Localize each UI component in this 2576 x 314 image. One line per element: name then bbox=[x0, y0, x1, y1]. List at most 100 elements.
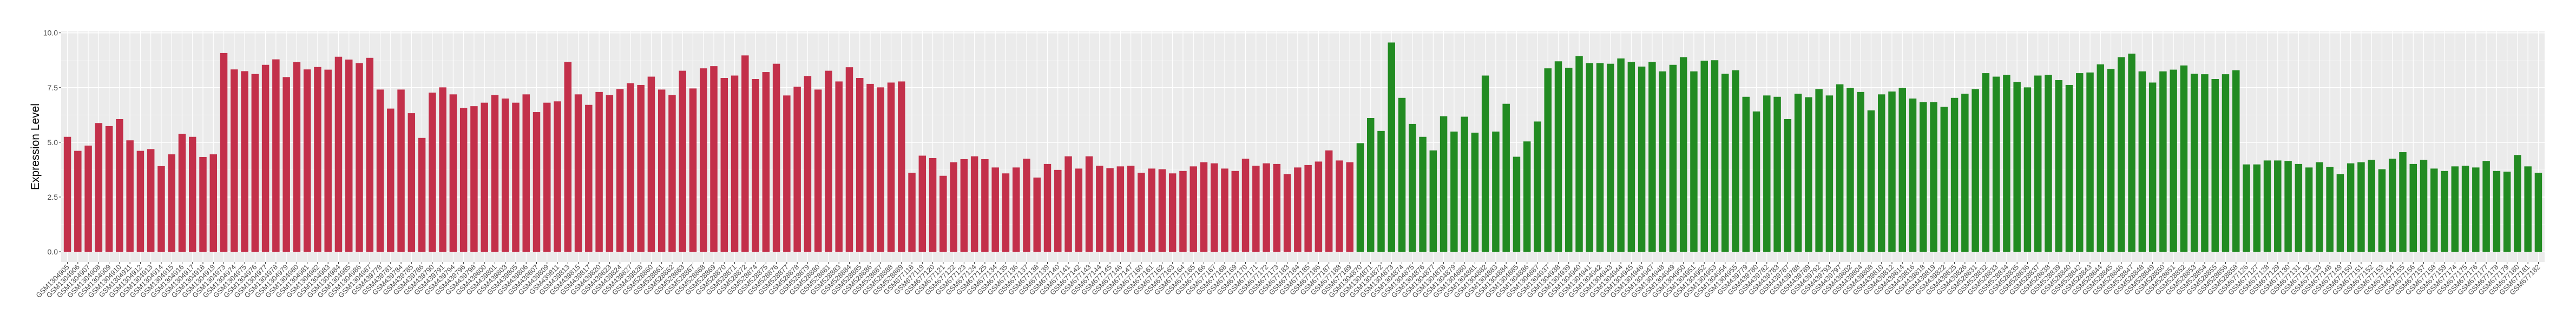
bar-GSM1304881 bbox=[1471, 133, 1479, 252]
y-tick-label: 0.0 bbox=[48, 247, 58, 256]
bar-GSM528852 bbox=[2180, 65, 2188, 252]
bar-GSM439798 bbox=[470, 106, 478, 252]
bar-GSM1304917 bbox=[189, 136, 196, 252]
bar-GSM439802 bbox=[1846, 88, 1854, 252]
bar-GSM528836 bbox=[2023, 87, 2032, 252]
bar-GSM439782 bbox=[1763, 95, 1771, 252]
bar-GSM528838 bbox=[2045, 75, 2052, 252]
y-tick-label: 10.0 bbox=[43, 29, 58, 37]
bar-GSM677123 bbox=[960, 159, 968, 252]
bar-GSM439778 bbox=[376, 89, 384, 252]
bar-GSM1304943 bbox=[1607, 63, 1614, 252]
bar-GSM1304915 bbox=[168, 154, 175, 252]
bar-GSM677151 bbox=[2357, 162, 2365, 252]
bar-GSM439797 bbox=[1836, 84, 1844, 252]
bar-GSM528880 bbox=[814, 89, 822, 252]
bar-GSM528856 bbox=[2222, 74, 2230, 252]
bar-GSM528832 bbox=[1982, 73, 1990, 252]
bar-GSM528842 bbox=[2076, 73, 2084, 252]
bar-GSM677130 bbox=[2284, 161, 2292, 252]
bar-GSM1304887 bbox=[1534, 121, 1541, 252]
bar-GSM677124 bbox=[970, 156, 978, 252]
bar-GSM1304947 bbox=[1648, 62, 1656, 252]
bar-GSM528847 bbox=[2128, 54, 2135, 252]
bar-GSM677183 bbox=[1283, 174, 1291, 252]
bar-GSM1304906 bbox=[74, 151, 82, 252]
bar-GSM677147 bbox=[1127, 166, 1135, 252]
bar-GSM677121 bbox=[939, 175, 947, 252]
bar-GSM1304911 bbox=[126, 140, 134, 252]
bar-GSM439800 bbox=[481, 102, 488, 252]
bar-GSM528858 bbox=[2232, 70, 2240, 252]
bar-GSM1304938 bbox=[1554, 61, 1562, 252]
bar-GSM528878 bbox=[793, 87, 801, 252]
bar-GSM1304950 bbox=[1679, 57, 1687, 252]
bar-GSM439808 bbox=[1867, 110, 1875, 252]
bar-GSM528855 bbox=[2211, 79, 2219, 252]
bar-GSM1304978 bbox=[272, 59, 280, 252]
bar-GSM677142 bbox=[1075, 168, 1083, 252]
bar-GSM439801 bbox=[491, 95, 499, 252]
bar-GSM677118 bbox=[908, 173, 916, 252]
bar-GSM677177 bbox=[2482, 161, 2490, 252]
bar-GSM677178 bbox=[2493, 171, 2501, 252]
bar-GSM528831 bbox=[1972, 89, 1979, 252]
y-axis: 0.0 2.5 5.0 7.5 10.0 bbox=[43, 29, 61, 256]
bar-GSM528885 bbox=[856, 77, 864, 252]
bar-GSM1304909 bbox=[105, 126, 113, 252]
bar-GSM439783 bbox=[1773, 96, 1781, 252]
bar-GSM1304912 bbox=[136, 151, 144, 252]
bars bbox=[63, 42, 2542, 252]
bar-GSM528884 bbox=[845, 67, 853, 252]
bar-GSM439818 bbox=[1920, 102, 1927, 252]
bar-GSM677167 bbox=[1211, 163, 1218, 252]
bar-GSM677185 bbox=[1304, 165, 1312, 252]
bar-GSM528867 bbox=[689, 88, 697, 252]
bar-GSM528853 bbox=[2190, 74, 2198, 252]
bar-GSM677148 bbox=[2326, 167, 2334, 252]
bar-GSM1304955 bbox=[1732, 70, 1739, 252]
bar-GSM1304953 bbox=[1711, 60, 1719, 252]
bar-GSM1304944 bbox=[1617, 58, 1625, 252]
bar-GSM1304879 bbox=[1450, 132, 1458, 252]
bar-GSM1304974 bbox=[231, 69, 238, 252]
y-tick-label: 7.5 bbox=[48, 83, 58, 92]
bar-GSM439804 bbox=[1857, 91, 1864, 252]
bar-GSM439828 bbox=[637, 84, 645, 252]
bar-GSM1304913 bbox=[147, 149, 155, 252]
bar-GSM677141 bbox=[1064, 156, 1072, 252]
bar-GSM439814 bbox=[1898, 88, 1906, 252]
bar-GSM528850 bbox=[2159, 71, 2167, 252]
bar-GSM528876 bbox=[772, 63, 780, 252]
bar-GSM1304884 bbox=[1502, 103, 1510, 252]
bar-GSM677140 bbox=[1054, 169, 1062, 252]
bar-GSM528839 bbox=[2055, 80, 2062, 252]
bar-GSM439825 bbox=[1950, 97, 1959, 252]
bar-GSM1304949 bbox=[1669, 64, 1677, 252]
bar-GSM439779 bbox=[1742, 96, 1750, 252]
bar-GSM1304885 bbox=[1513, 156, 1521, 252]
bar-GSM439824 bbox=[616, 89, 624, 252]
bar-GSM677157 bbox=[2420, 160, 2428, 252]
bar-GSM528883 bbox=[835, 81, 843, 252]
bar-GSM677145 bbox=[1106, 168, 1114, 252]
y-tick-label: 5.0 bbox=[48, 138, 58, 147]
bar-GSM677187 bbox=[1325, 150, 1333, 252]
bar-GSM677186 bbox=[1315, 161, 1323, 252]
bar-GSM1304908 bbox=[95, 123, 103, 252]
bar-GSM677182 bbox=[2534, 173, 2542, 252]
bar-GSM528851 bbox=[2170, 69, 2177, 252]
bar-GSM528860 bbox=[647, 76, 655, 252]
bar-GSM528862 bbox=[668, 95, 676, 252]
bar-GSM439794 bbox=[449, 94, 457, 252]
bar-GSM528871 bbox=[731, 75, 739, 252]
bar-GSM1304880 bbox=[1461, 116, 1468, 252]
bar-GSM1304874 bbox=[1398, 97, 1406, 252]
bar-GSM677161 bbox=[1148, 168, 1155, 252]
bar-GSM528887 bbox=[877, 87, 884, 252]
bar-GSM528846 bbox=[2118, 57, 2125, 252]
bar-GSM677180 bbox=[2514, 155, 2521, 252]
bar-GSM1304910 bbox=[116, 119, 123, 252]
bar-GSM439811 bbox=[554, 101, 561, 252]
bar-GSM1304948 bbox=[1659, 71, 1666, 252]
